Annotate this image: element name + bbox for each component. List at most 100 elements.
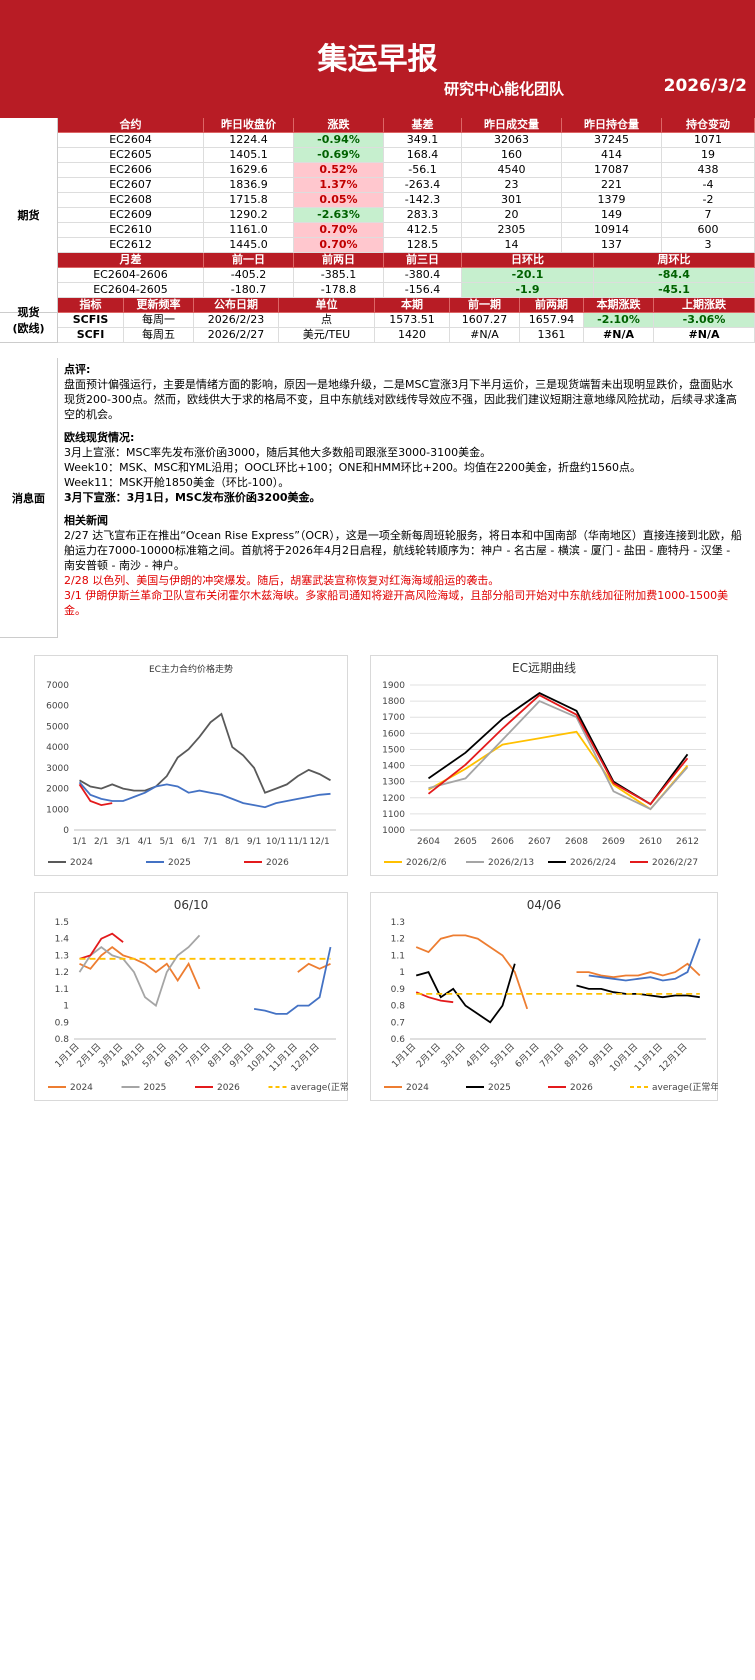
table-cell: 1224.4	[204, 133, 294, 148]
x-tick-label: 2612	[676, 837, 699, 847]
y-tick-label: 1.5	[55, 918, 69, 928]
header-cell: 涨跌	[294, 118, 384, 133]
header-row: 月差 前一日 前两日 前三日 日环比 周环比	[58, 253, 755, 268]
header: 集运早报 研究中心能化团队 2026/3/2	[0, 0, 755, 118]
table-cell: EC2609	[58, 208, 204, 223]
header-cell: 前一日	[204, 253, 294, 268]
header-cell: 更新频率	[124, 298, 194, 313]
table-cell: 0.70%	[294, 223, 384, 238]
y-tick-label: 1400	[382, 762, 405, 772]
news-line: 3月下宣涨：3月1日，MSC发布涨价函3200美金。	[64, 491, 321, 504]
legend-label: 2025	[488, 1083, 511, 1093]
x-tick-label: 2605	[454, 837, 477, 847]
table-cell: 1629.6	[204, 163, 294, 178]
section-label: 现货 (欧线)	[0, 298, 58, 343]
chart: 04/060.60.70.80.911.11.21.31月1日2月1日3月1日4…	[370, 892, 718, 1101]
label-line: (欧线)	[12, 322, 45, 335]
y-tick-label: 0.8	[391, 1002, 406, 1012]
x-tick-label: 5/1	[160, 837, 174, 847]
y-tick-label: 5000	[46, 722, 69, 732]
chart: 06/100.80.911.11.21.31.41.51月1日2月1日3月1日4…	[34, 892, 348, 1101]
header-cell: 周环比	[594, 253, 755, 268]
y-tick-label: 1	[63, 1002, 69, 1012]
y-tick-label: 1500	[382, 745, 405, 755]
x-tick-label: 2/1	[94, 837, 108, 847]
y-tick-label: 0	[63, 826, 69, 836]
header-cell: 基差	[384, 118, 462, 133]
header-cell: 合约	[58, 118, 204, 133]
x-tick-label: 2604	[417, 837, 440, 847]
series-line	[427, 694, 689, 806]
label-line: 现货	[17, 306, 40, 319]
y-tick-label: 1.4	[55, 935, 70, 945]
table-cell: 20	[462, 208, 562, 223]
table-cell: 3	[662, 238, 755, 253]
table-cell: -56.1	[384, 163, 462, 178]
table-cell: -385.1	[294, 268, 384, 283]
y-tick-label: 1.3	[55, 951, 69, 961]
header-cell: 昨日收盘价	[204, 118, 294, 133]
news-line: 2/27 达飞宣布正在推出“Ocean Rise Express”（OCR），这…	[64, 529, 742, 572]
table-row: EC2605 1405.1 -0.69% 168.4 160 414 19	[58, 148, 755, 163]
header-cell: 前三日	[384, 253, 462, 268]
table-cell: -0.94%	[294, 133, 384, 148]
table-cell: 7	[662, 208, 755, 223]
table-row: EC2610 1161.0 0.70% 412.5 2305 10914 600	[58, 223, 755, 238]
header-cell: 日环比	[462, 253, 594, 268]
table-row: EC2609 1290.2 -2.63% 283.3 20 149 7	[58, 208, 755, 223]
header-cell: 昨日持仓量	[562, 118, 662, 133]
table-cell: -156.4	[384, 283, 462, 298]
table-cell: 1607.27	[450, 313, 520, 328]
table-cell: EC2606	[58, 163, 204, 178]
y-tick-label: 1	[399, 968, 405, 978]
table-cell: 19	[662, 148, 755, 163]
spot-table: 指标 更新频率 公布日期 单位 本期 前一期 前两期 本期涨跌 上期涨跌 SCFIS 每周一 2026…	[58, 298, 755, 343]
y-tick-label: 0.6	[391, 1035, 406, 1045]
table-cell: 2026/2/23	[194, 313, 279, 328]
news-line: 3月上宣涨：MSC率先发布涨价函3000，随后其他大多数船司跟涨至3000-31…	[64, 446, 492, 459]
y-tick-label: 1800	[382, 697, 405, 707]
legend-label: 2026	[217, 1083, 240, 1093]
y-tick-label: 3000	[46, 764, 69, 774]
x-tick-label: 4/1	[138, 837, 152, 847]
table-cell: 160	[462, 148, 562, 163]
title: 集运早报	[317, 42, 438, 77]
legend-label: 2024	[70, 1083, 93, 1093]
date: 2026/3/2	[663, 76, 747, 96]
header-cell: 本期涨跌	[584, 298, 654, 313]
table-cell: -4	[662, 178, 755, 193]
table-cell: 149	[562, 208, 662, 223]
table-row: EC2606 1629.6 0.52% -56.1 4540 17087 438	[58, 163, 755, 178]
legend-label: 2026/2/6	[406, 858, 447, 868]
y-tick-label: 1.2	[55, 968, 69, 978]
x-tick-label: 9/1	[247, 837, 261, 847]
news-line: 3/1 伊朗伊斯兰革命卫队宣布关闭霍尔木兹海峡。多家船司通知将避开高风险海域，且…	[64, 589, 729, 617]
y-tick-label: 7000	[46, 681, 69, 691]
table-cell: 1420	[375, 328, 450, 343]
table-cell: -1.9	[462, 283, 594, 298]
table-cell: 14	[462, 238, 562, 253]
news-heading: 相关新闻	[64, 514, 108, 527]
news-block: 消息面 点评: 盘面预计偏强运行，主要是情绪方面的影响，原因一是地缘升级，二是MS…	[0, 358, 755, 638]
series-line	[428, 700, 689, 811]
chart-title: EC主力合约价格走势	[149, 663, 233, 675]
table-cell: 1.37%	[294, 178, 384, 193]
header-cell: 前两期	[520, 298, 584, 313]
y-tick-label: 2000	[46, 785, 69, 795]
table-cell: -84.4	[594, 268, 755, 283]
table-cell: 1379	[562, 193, 662, 208]
news-heading: 点评:	[64, 363, 91, 376]
table-row: SCFI 每周五 2026/2/27 美元/TEU 1420 #N/A 1361 #N/A #N…	[58, 328, 755, 343]
legend-label: average(正常年份)	[291, 1081, 349, 1093]
news-line: Week10：MSK、MSC和YML沿用；OOCL环比+100；ONE和HMM环…	[64, 461, 641, 474]
x-tick-label: 8/1	[225, 837, 239, 847]
x-tick-label: 2609	[602, 837, 625, 847]
table-cell: 438	[662, 163, 755, 178]
x-tick-label: 10/1	[266, 837, 286, 847]
header-cell: 昨日成交量	[462, 118, 562, 133]
y-tick-label: 6000	[46, 702, 69, 712]
table-cell: 137	[562, 238, 662, 253]
chart: EC远期曲线 1000 1100 1200 1300 1400 1500 1600 1700 18…	[370, 655, 718, 876]
table-cell: 412.5	[384, 223, 462, 238]
